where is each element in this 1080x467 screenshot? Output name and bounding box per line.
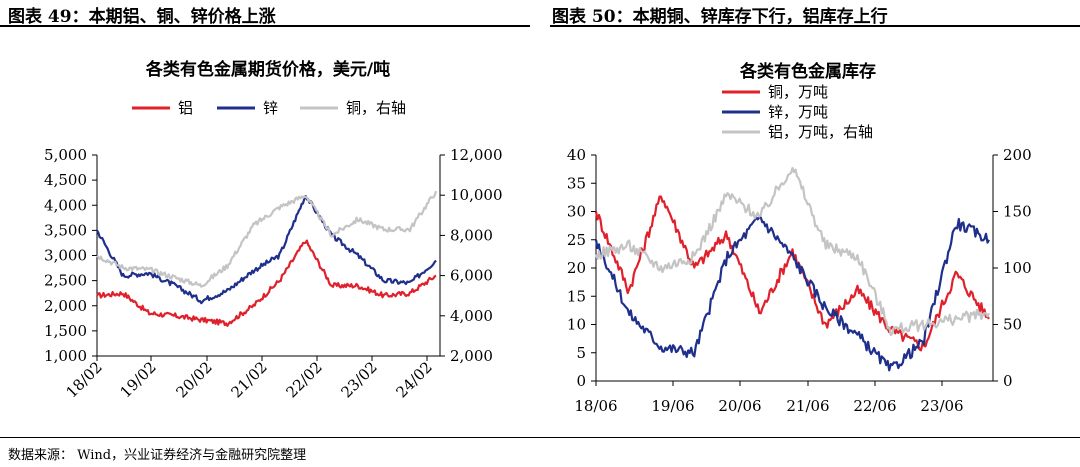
x-tick-label: 18/06 [574, 397, 617, 415]
left-y-tick-label: 30 [567, 203, 586, 221]
right-title-rule [550, 25, 1080, 27]
left-y-tick-label: 20 [567, 259, 586, 277]
left-y-tick-label: 1,000 [44, 347, 87, 365]
right-y-tick-label: 100 [1003, 259, 1032, 277]
legend-label-0: 铝 [178, 99, 193, 117]
left-y-tick-label: 2,000 [44, 297, 87, 315]
right-y-tick-label: 8,000 [450, 226, 493, 244]
right-y-tick-label: 200 [1003, 146, 1032, 164]
left-title-rule [0, 25, 530, 27]
right-y-tick-label: 0 [1003, 372, 1013, 390]
legend-label-1: 锌，万吨 [768, 103, 828, 121]
x-tick-label: 21/02 [228, 358, 271, 401]
right-y-tick-label: 10,000 [450, 186, 503, 204]
source-rule [0, 437, 1080, 438]
legend-label-1: 锌 [263, 99, 278, 117]
x-tick-label: 22/06 [853, 397, 896, 415]
left-y-tick-label: 4,500 [44, 171, 87, 189]
series-line-0 [96, 239, 437, 327]
right-y-tick-label: 4,000 [450, 307, 493, 325]
left-y-tick-label: 0 [576, 372, 586, 390]
right-y-tick-label: 2,000 [450, 347, 493, 365]
legend-label-2: 铜，右轴 [346, 99, 406, 117]
left-y-tick-label: 15 [567, 287, 586, 305]
right-y-tick-label: 12,000 [450, 146, 503, 164]
x-tick-label: 20/06 [718, 397, 761, 415]
right-panel-title: 图表 50：本期铜、锌库存下行，铝库存上行 [552, 7, 888, 27]
x-tick-label: 22/02 [283, 358, 326, 401]
left-y-tick-label: 10 [567, 316, 586, 334]
left-y-tick-label: 2,500 [44, 272, 87, 290]
x-tick-label: 23/06 [920, 397, 963, 415]
futures-price-chart: 各类有色金属期货价格，美元/吨铝 锌 铜，右轴 1,000 1,500 2,000 2,50… [44, 59, 503, 401]
left-y-tick-label: 5 [576, 344, 586, 362]
x-tick-label: 20/02 [173, 358, 216, 401]
x-tick-label: 23/02 [338, 358, 381, 401]
right-y-tick-label: 150 [1003, 203, 1032, 221]
x-tick-label: 21/06 [786, 397, 829, 415]
series-line-1 [594, 216, 990, 372]
left-y-tick-label: 3,500 [44, 221, 87, 239]
left-y-tick-label: 5,000 [44, 146, 87, 164]
right-y-tick-label: 50 [1003, 316, 1022, 334]
x-tick-label: 24/02 [393, 358, 436, 401]
left-y-tick-label: 1,500 [44, 322, 87, 340]
left-y-tick-label: 35 [567, 174, 586, 192]
series-line-0 [594, 195, 990, 352]
x-tick-label: 19/06 [651, 397, 694, 415]
chart-title: 各类有色金属期货价格，美元/吨 [145, 59, 390, 80]
right-y-tick-label: 6,000 [450, 267, 493, 285]
left-y-tick-label: 25 [567, 231, 586, 249]
legend-label-2: 铝，万吨，右轴 [768, 123, 873, 141]
chart-title: 各类有色金属库存 [739, 61, 876, 82]
legend-label-0: 铜，万吨 [768, 83, 828, 101]
x-tick-label: 19/02 [117, 358, 160, 401]
series-line-2 [96, 190, 438, 288]
left-panel-title: 图表 49：本期铝、铜、锌价格上涨 [8, 7, 276, 27]
data-source-note: 数据来源： Wind，兴业证券经济与金融研究院整理 [8, 448, 307, 463]
series-line-2 [594, 166, 990, 337]
left-y-tick-label: 40 [567, 146, 586, 164]
left-y-tick-label: 3,000 [44, 247, 87, 265]
series-line-1 [96, 195, 437, 305]
left-y-tick-label: 4,000 [44, 196, 87, 214]
